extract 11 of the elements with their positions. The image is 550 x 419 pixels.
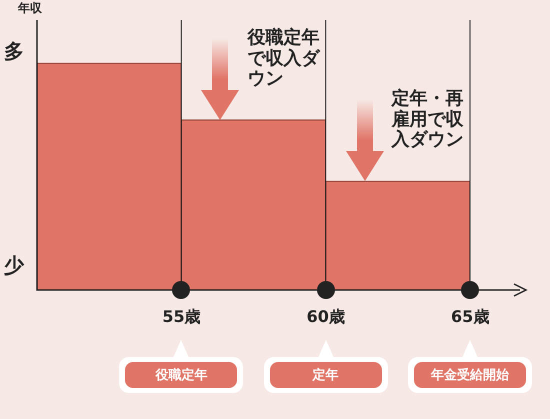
annotation: 定年・再雇用で収入ダウン xyxy=(392,88,465,152)
text: 役職定年 xyxy=(125,362,238,388)
text: 60歳 xyxy=(306,307,345,326)
text: 定年 xyxy=(270,362,382,388)
text: 65歳 xyxy=(451,307,490,326)
text: 多 xyxy=(4,39,24,63)
text: 年金受給開始 xyxy=(414,362,526,388)
text: 少 xyxy=(4,253,24,277)
annotation: 役職定年で収入ダウン xyxy=(247,26,322,90)
text: 55歳 xyxy=(162,307,201,326)
y-axis-title: 年収 xyxy=(18,1,42,16)
